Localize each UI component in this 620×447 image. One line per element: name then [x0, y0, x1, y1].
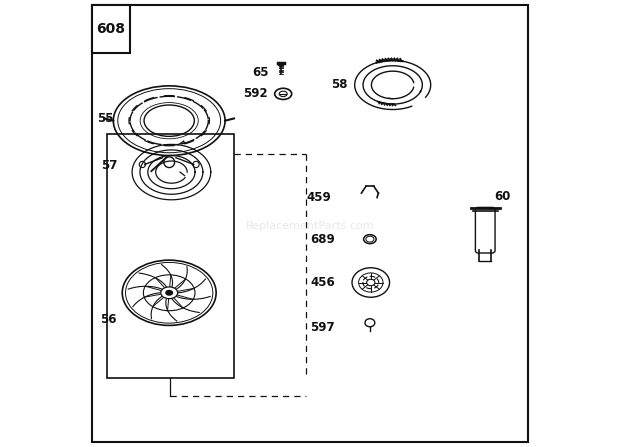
- Text: 56: 56: [100, 313, 116, 326]
- Ellipse shape: [166, 291, 172, 295]
- Text: 456: 456: [310, 276, 335, 289]
- Bar: [107, 134, 234, 378]
- Text: ReplacementParts.com: ReplacementParts.com: [246, 221, 374, 231]
- Bar: [92, 5, 130, 53]
- Text: 60: 60: [494, 190, 510, 203]
- Text: 608: 608: [96, 22, 125, 36]
- Text: 65: 65: [252, 66, 269, 79]
- Text: 459: 459: [306, 191, 331, 204]
- Text: 592: 592: [243, 87, 268, 101]
- Text: 58: 58: [330, 78, 347, 92]
- Text: 55: 55: [97, 112, 113, 125]
- Text: 597: 597: [311, 320, 335, 334]
- Text: 689: 689: [310, 232, 335, 246]
- Text: 57: 57: [102, 159, 118, 172]
